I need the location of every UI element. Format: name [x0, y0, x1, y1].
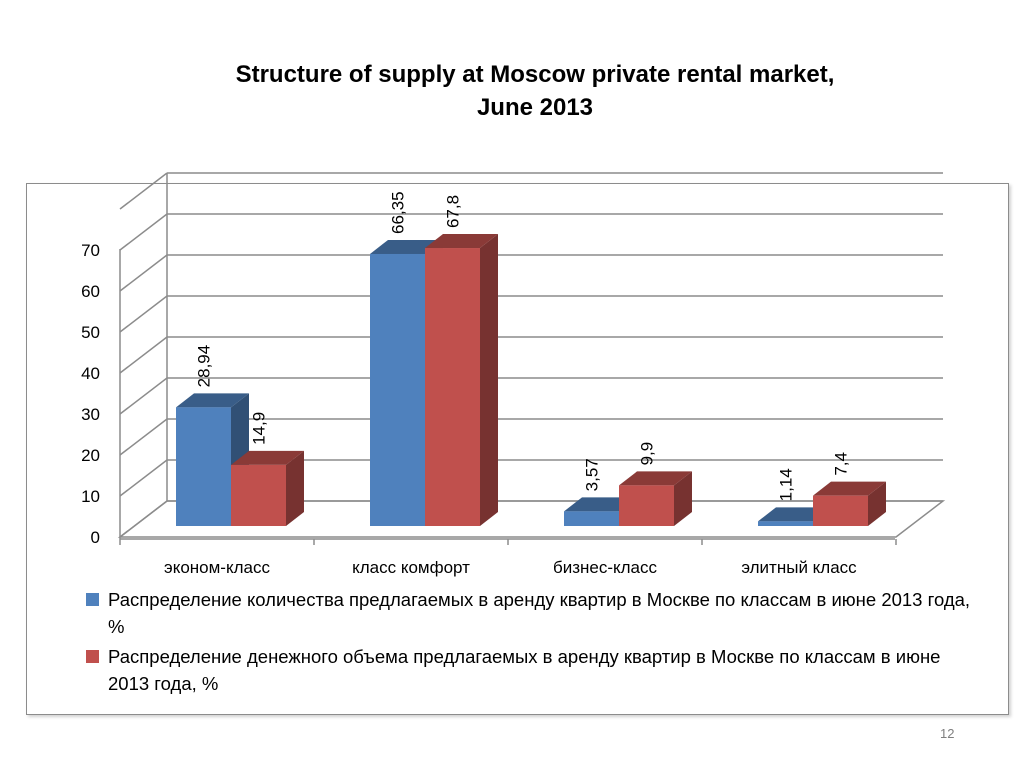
bar-side — [868, 481, 886, 526]
gridline-side — [119, 418, 168, 456]
data-label: 14,9 — [250, 412, 269, 445]
bar — [176, 407, 231, 526]
bar — [370, 253, 425, 526]
x-tick-label: элитный класс — [741, 558, 857, 577]
gridline-side — [119, 500, 168, 538]
chart-title-line2: June 2013 — [476, 94, 594, 121]
data-label: 1,14 — [777, 468, 796, 501]
data-label: 7,4 — [832, 452, 851, 476]
gridline-side — [119, 172, 168, 210]
y-tick-label: 60 — [81, 282, 100, 301]
bar — [813, 495, 868, 526]
bar-top — [813, 481, 886, 496]
x-tick-label: класс комфорт — [352, 558, 470, 577]
legend-label-series1: Распределение количества предлагаемых в … — [108, 589, 971, 637]
bar-top — [176, 393, 249, 408]
y-tick-label: 10 — [81, 487, 100, 506]
y-tick-label: 0 — [91, 528, 100, 547]
gridline-side — [119, 377, 168, 415]
y-tick-label: 50 — [81, 323, 100, 342]
data-label: 3,57 — [583, 458, 602, 491]
bar — [758, 521, 813, 526]
y-tick-label: 40 — [81, 364, 100, 383]
gridline-side — [119, 295, 168, 333]
legend-item-series2: Распределение денежного объема предлагае… — [86, 643, 986, 697]
y-tick-label: 30 — [81, 405, 100, 424]
chart-title-line1: Structure of supply at Moscow private re… — [235, 61, 835, 88]
bar — [619, 485, 674, 526]
y-tick-label: 20 — [81, 446, 100, 465]
bar — [231, 464, 286, 526]
data-label: 9,9 — [638, 442, 657, 466]
gridline-side — [119, 336, 168, 374]
bar-side — [286, 450, 304, 526]
gridline-side — [119, 213, 168, 251]
gridline-side — [119, 459, 168, 497]
legend-item-series1: Распределение количества предлагаемых в … — [86, 586, 986, 640]
page-number: 12 — [940, 726, 955, 741]
chart-legend: Распределение количества предлагаемых в … — [86, 586, 986, 700]
legend-swatch-series2 — [86, 650, 99, 663]
data-label: 28,94 — [195, 345, 214, 388]
legend-swatch-series1 — [86, 593, 99, 606]
bar-top — [425, 234, 498, 249]
bar — [564, 511, 619, 526]
x-tick-label: бизнес-класс — [553, 558, 658, 577]
data-label: 66,35 — [389, 191, 408, 234]
bar-top — [564, 497, 637, 512]
bar-top — [231, 450, 304, 465]
gridline-side — [119, 254, 168, 292]
bar-top — [758, 507, 831, 522]
data-label: 67,8 — [444, 195, 463, 228]
legend-label-series2: Распределение денежного объема предлагае… — [108, 646, 941, 694]
bar — [425, 248, 480, 526]
y-tick-label: 70 — [81, 241, 100, 260]
bar-side — [674, 471, 692, 526]
bar-top — [619, 471, 692, 486]
bar-top — [370, 239, 443, 254]
x-tick-label: эконом-класс — [164, 558, 270, 577]
bar-side — [480, 234, 498, 526]
chart-title: Structure of supply at Moscow private re… — [0, 58, 1024, 124]
